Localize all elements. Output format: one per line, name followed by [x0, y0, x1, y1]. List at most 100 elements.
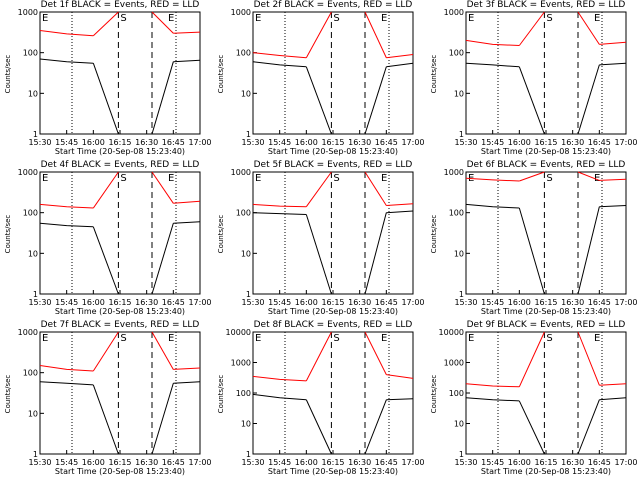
- x-tick-label: 16:00: [82, 458, 105, 467]
- y-tick-label: 1000: [444, 359, 464, 368]
- chart-title: Det 4f BLACK = Events, RED = LLD: [40, 160, 200, 170]
- region-label: E: [381, 173, 387, 184]
- saa-exit-spike: [151, 223, 174, 295]
- y-axis-label: Counts/sec: [4, 374, 12, 414]
- x-tick-label: 16:15: [108, 458, 131, 467]
- det-9f-panel: 10000 1000 100 10 1 15:30 15:45 16:00 16:15 16:30…: [426, 320, 639, 480]
- x-tick-label: 15:30: [241, 458, 264, 467]
- x-tick-label: 17:00: [401, 458, 424, 467]
- lld-series-line: [39, 30, 94, 37]
- x-tick-label: 17:00: [401, 298, 424, 307]
- saa-entry-spike: [92, 63, 119, 135]
- saa-exit-spike: [577, 331, 600, 386]
- events-series-line: [386, 210, 414, 214]
- lld-series-line: [252, 52, 307, 59]
- region-label: E: [381, 333, 387, 344]
- x-tick-label: 15:45: [55, 298, 78, 307]
- saa-entry-spike: [305, 331, 332, 382]
- lld-series-line: [39, 365, 94, 372]
- x-tick-label: 15:45: [481, 458, 504, 467]
- region-label: S: [333, 173, 339, 184]
- chart-title: Det 6f BLACK = Events, RED = LLD: [466, 160, 626, 170]
- lld-series-line: [465, 39, 520, 46]
- y-tick-label: 100: [23, 369, 38, 378]
- lld-series-line: [599, 383, 627, 386]
- saa-entry-spike: [92, 226, 119, 295]
- x-axis-label: Start Time (20-Sep-08 15:23:40): [54, 467, 186, 476]
- saa-entry-spike: [305, 11, 332, 58]
- region-label: E: [168, 13, 174, 24]
- x-tick-label: 17:00: [614, 458, 637, 467]
- x-tick-label: 16:30: [348, 138, 371, 147]
- y-axis-label: Counts/sec: [430, 54, 438, 94]
- x-tick-label: 16:00: [508, 458, 531, 467]
- saa-exit-spike: [577, 399, 600, 455]
- det-7f-panel: 1000 100 10 1 15:30 15:45 16:00 16:15 16:30 16:45…: [0, 320, 213, 480]
- saa-entry-spike: [92, 331, 119, 372]
- x-tick-label: 17:00: [614, 138, 637, 147]
- y-tick-label: 100: [23, 209, 38, 218]
- events-series-line: [465, 203, 520, 209]
- x-tick-label: 16:15: [108, 138, 131, 147]
- x-tick-label: 15:30: [454, 298, 477, 307]
- saa-exit-spike: [364, 171, 387, 206]
- saa-exit-spike: [151, 61, 174, 135]
- x-tick-label: 15:45: [55, 138, 78, 147]
- det-1f-panel: 1000 100 10 1 15:30 15:45 16:00 16:15 16:30 16:45…: [0, 0, 213, 160]
- events-series-line: [465, 62, 520, 68]
- det-5f-chart: 1000 100 10 115:30 15:45 16:00 16:15 16:30 16:45…: [231, 168, 425, 307]
- region-label: E: [594, 13, 600, 24]
- x-tick-label: 15:30: [28, 458, 51, 467]
- saa-exit-spike: [151, 331, 174, 370]
- region-label: E: [468, 333, 474, 344]
- y-tick-label: 10: [454, 249, 464, 258]
- events-series-line: [599, 62, 627, 66]
- det-4f-panel: 1000 100 10 1 15:30 15:45 16:00 16:15 16:30 16:45…: [0, 160, 213, 320]
- x-axis-label: Start Time (20-Sep-08 15:23:40): [54, 147, 186, 156]
- x-tick-label: 16:15: [321, 138, 344, 147]
- saa-entry-spike: [92, 11, 119, 37]
- x-tick-label: 15:45: [55, 458, 78, 467]
- saa-entry-spike: [305, 399, 332, 455]
- x-tick-label: 15:30: [454, 458, 477, 467]
- x-tick-label: 16:30: [135, 138, 158, 147]
- x-tick-label: 16:30: [561, 298, 584, 307]
- y-axis-label: Counts/sec: [217, 214, 225, 254]
- x-tick-label: 16:15: [108, 298, 131, 307]
- det-5f-panel: 1000 100 10 1 15:30 15:45 16:00 16:15 16:30 16:45…: [213, 160, 426, 320]
- lld-series-line: [39, 203, 94, 209]
- events-series-line: [39, 222, 94, 228]
- x-tick-label: 16:30: [135, 458, 158, 467]
- y-tick-label: 1000: [231, 359, 251, 368]
- x-tick-label: 15:30: [28, 298, 51, 307]
- det-3f-panel: 1000 100 10 1 15:30 15:45 16:00 16:15 16:30 16:45…: [426, 0, 639, 160]
- y-tick-label: 10: [454, 89, 464, 98]
- y-tick-label: 10: [454, 420, 464, 429]
- chart-title: Det 5f BLACK = Events, RED = LLD: [253, 160, 413, 170]
- saa-entry-spike: [305, 171, 332, 208]
- x-tick-label: 15:30: [454, 138, 477, 147]
- lld-series-line: [252, 375, 307, 382]
- events-series-line: [39, 381, 94, 386]
- chart-title: Det 1f BLACK = Events, RED = LLD: [40, 0, 200, 10]
- events-series-line: [173, 381, 201, 384]
- x-tick-label: 16:45: [162, 458, 185, 467]
- x-tick-label: 16:00: [82, 298, 105, 307]
- y-tick-label: 100: [449, 49, 464, 58]
- region-label: S: [546, 13, 552, 24]
- x-tick-label: 15:30: [241, 138, 264, 147]
- y-tick-label: 1: [33, 450, 38, 459]
- events-series-line: [252, 212, 307, 215]
- x-axis-label: Start Time (20-Sep-08 15:23:40): [480, 467, 612, 476]
- det-2f-panel: 1000 100 10 1 15:30 15:45 16:00 16:15 16:30 16:45…: [213, 0, 426, 160]
- y-tick-label: 100: [236, 49, 251, 58]
- x-tick-label: 17:00: [188, 138, 211, 147]
- y-tick-label: 1000: [444, 8, 464, 17]
- x-axis-label: Start Time (20-Sep-08 15:23:40): [267, 147, 399, 156]
- x-tick-label: 16:45: [375, 298, 398, 307]
- chart-title: Det 9f BLACK = Events, RED = LLD: [466, 320, 626, 330]
- x-tick-label: 16:30: [561, 458, 584, 467]
- saa-entry-spike: [519, 171, 545, 182]
- x-tick-label: 16:30: [561, 138, 584, 147]
- x-tick-label: 16:15: [534, 138, 557, 147]
